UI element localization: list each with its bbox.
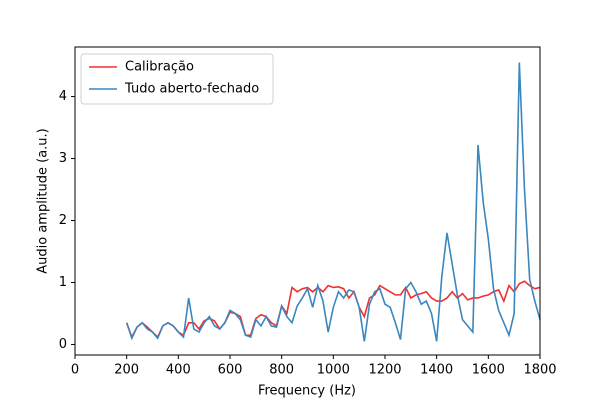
x-axis-label: Frequency (Hz) (258, 384, 356, 399)
series-line (125, 62, 541, 342)
x-tick-label: 200 (114, 363, 139, 378)
y-axis-label: Audio amplitude (a.u.) (36, 128, 51, 274)
legend-label: Tudo aberto-fechado (124, 82, 259, 97)
y-tick-label: 1 (59, 275, 67, 290)
x-tick-label: 1000 (317, 363, 350, 378)
x-tick-label: 600 (218, 363, 243, 378)
x-tick-label: 1200 (368, 363, 401, 378)
legend-box (80, 53, 274, 105)
y-tick-label: 4 (59, 89, 67, 104)
y-tick-label: 0 (59, 337, 67, 352)
series-line (125, 280, 541, 340)
x-tick-label: 1600 (472, 363, 505, 378)
y-tick-label: 2 (59, 213, 67, 228)
plot-frame (74, 46, 541, 356)
y-tick-label: 3 (59, 151, 67, 166)
x-tick-label: 800 (269, 363, 294, 378)
x-tick-label: 400 (166, 363, 191, 378)
legend-label: Calibração (125, 60, 194, 75)
x-tick-label: 1800 (523, 363, 556, 378)
x-tick-label: 0 (71, 363, 79, 378)
x-tick-label: 1400 (420, 363, 453, 378)
